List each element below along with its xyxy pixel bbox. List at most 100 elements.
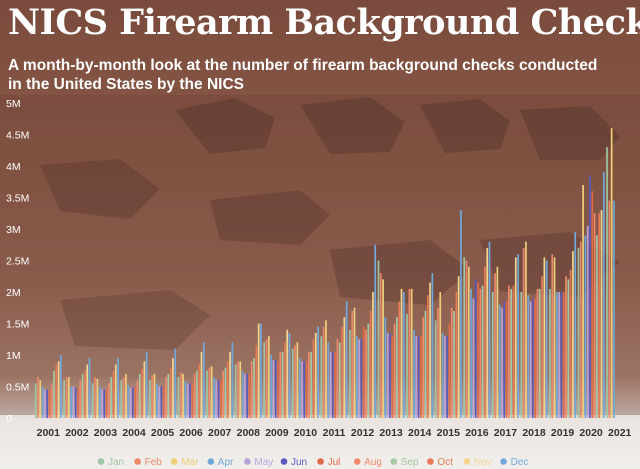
bar-jul-2001 xyxy=(48,389,51,418)
y-tick-label: 3.5M xyxy=(6,193,29,205)
legend: Jan Feb Mar Apr May Jun Jul Aug Sep Oct Nov Dec xyxy=(97,457,528,468)
legend-swatch xyxy=(427,458,434,465)
bar-apr-2008 xyxy=(241,370,244,418)
bar-jan-2019 xyxy=(549,288,551,418)
y-tick-label: 4.5M xyxy=(6,130,29,142)
bar-feb-2008 xyxy=(237,361,239,418)
bar-jul-2012 xyxy=(362,326,365,418)
x-tick-label: 2004 xyxy=(122,427,146,439)
legend-item: Dec xyxy=(500,457,528,468)
legend-label: Aug xyxy=(364,457,382,468)
bar-jan-2018 xyxy=(520,292,523,418)
bar-sep-2002 xyxy=(81,373,84,418)
x-tick-label: 2014 xyxy=(408,427,432,439)
bar-sep-2003 xyxy=(110,377,113,418)
bar-feb-2020 xyxy=(579,241,582,418)
bar-jun-2010 xyxy=(303,361,306,418)
bar-aug-2011 xyxy=(336,339,339,418)
bar-dec-2015 xyxy=(460,210,462,418)
bar-dec-2017 xyxy=(517,254,519,418)
bar-sep-2008 xyxy=(253,358,255,418)
bar-nov-2014 xyxy=(429,282,431,418)
bar-oct-2008 xyxy=(255,345,258,418)
bar-apr-2017 xyxy=(498,304,501,418)
bar-mar-2021 xyxy=(610,128,613,418)
x-axis: 2001 2002 2003 2004 2005 2006 2007 2008 2009 2010… xyxy=(37,427,632,439)
bar-mar-2011 xyxy=(325,320,327,418)
bar-aug-2002 xyxy=(79,380,82,418)
bar-oct-2006 xyxy=(198,364,201,418)
bar-oct-2019 xyxy=(569,269,572,418)
bar-sep-2018 xyxy=(538,288,541,418)
x-tick-label: 2020 xyxy=(579,427,603,439)
bar-jul-2017 xyxy=(505,301,508,418)
bar-jan-2012 xyxy=(349,329,351,418)
bar-sep-2006 xyxy=(196,370,198,418)
bar-jan-2010 xyxy=(291,348,294,418)
bar-mar-2004 xyxy=(125,373,127,418)
bar-aug-2018 xyxy=(536,288,539,418)
bar-feb-2015 xyxy=(437,307,439,418)
x-tick-label: 2015 xyxy=(437,427,461,439)
bar-sep-2001 xyxy=(53,370,55,418)
y-tick-label: 2.5M xyxy=(6,256,29,268)
bar-oct-2014 xyxy=(426,295,429,418)
bar-dec-2001 xyxy=(60,355,62,418)
bar-jul-2006 xyxy=(191,383,194,418)
bar-mar-2006 xyxy=(182,373,184,418)
bar-nov-2020 xyxy=(600,210,603,418)
bar-jun-2012 xyxy=(360,339,363,418)
bar-nov-2016 xyxy=(486,247,489,418)
bar-dec-2003 xyxy=(117,358,119,418)
bar-may-2007 xyxy=(215,380,218,418)
bar-sep-2012 xyxy=(367,323,370,418)
bar-aug-2001 xyxy=(50,383,53,418)
bar-feb-2007 xyxy=(208,367,211,418)
bar-mar-2003 xyxy=(96,378,99,418)
bar-nov-2017 xyxy=(514,257,517,418)
x-tick-label: 2019 xyxy=(551,427,575,439)
bar-jun-2009 xyxy=(274,360,277,418)
legend-item: Apr xyxy=(207,457,234,468)
bar-aug-2003 xyxy=(108,383,110,418)
bar-nov-2007 xyxy=(229,351,231,418)
x-tick-label: 2016 xyxy=(465,427,489,439)
bar-feb-2018 xyxy=(522,247,525,418)
bar-mar-2018 xyxy=(525,241,527,418)
bar-may-2006 xyxy=(186,383,189,418)
legend-swatch xyxy=(170,458,178,465)
bar-dec-2008 xyxy=(260,323,262,418)
bar-sep-2017 xyxy=(510,288,513,418)
x-tick-label: 2008 xyxy=(237,427,261,439)
x-tick-label: 2005 xyxy=(151,427,175,439)
legend-swatch xyxy=(353,458,361,465)
bar-sep-2009 xyxy=(281,351,284,418)
bar-jul-2003 xyxy=(105,389,108,418)
bar-sep-2016 xyxy=(481,285,484,418)
bar-nov-2018 xyxy=(543,257,546,418)
legend-label: Apr xyxy=(218,457,234,468)
bar-nov-2009 xyxy=(286,329,289,418)
bar-may-2016 xyxy=(472,298,475,418)
bar-dec-2007 xyxy=(231,342,234,418)
bar-feb-2009 xyxy=(265,339,268,418)
bar-mar-2005 xyxy=(153,373,156,418)
bar-may-2010 xyxy=(301,361,303,418)
bar-apr-2002 xyxy=(70,386,72,418)
bar-oct-2001 xyxy=(55,364,58,418)
bar-aug-2020 xyxy=(593,213,596,418)
bar-oct-2005 xyxy=(169,367,172,418)
bar-nov-2005 xyxy=(172,358,174,418)
bar-mar-2014 xyxy=(410,288,413,418)
bar-oct-2003 xyxy=(112,370,115,418)
bar-jul-2015 xyxy=(448,323,451,418)
bar-aug-2016 xyxy=(479,288,482,418)
bar-may-2009 xyxy=(272,360,275,418)
bar-feb-2004 xyxy=(122,377,125,418)
y-tick-label: 5M xyxy=(6,98,21,110)
bar-jan-2011 xyxy=(320,336,323,418)
x-tick-label: 2012 xyxy=(351,427,375,439)
bar-dec-2020 xyxy=(602,172,605,418)
bar-oct-2004 xyxy=(141,368,143,418)
